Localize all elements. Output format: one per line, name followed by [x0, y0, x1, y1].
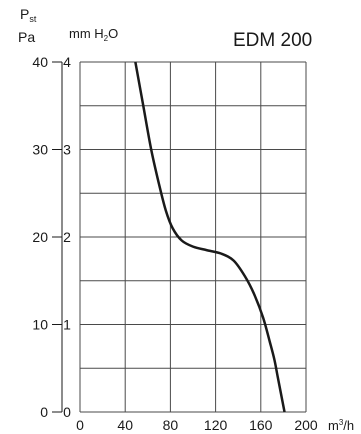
y-mm-tick-label: 3 [63, 142, 71, 158]
x-axis-unit: m3/h [328, 418, 354, 433]
chart-title: EDM 200 [233, 30, 312, 51]
x-tick-label: 160 [249, 417, 273, 433]
y-axis-label-mmh2o: mm H2O [69, 26, 118, 43]
y-pa-tick-label: 0 [40, 404, 48, 420]
x-tick-label: 0 [76, 417, 84, 433]
y-pa-tick-label: 30 [32, 142, 48, 158]
x-tick-label: 80 [163, 417, 179, 433]
y-mm-tick-label: 2 [63, 229, 71, 245]
series [134, 61, 286, 413]
fan-curve-line [134, 61, 286, 413]
y-mm-tick-label: 0 [63, 404, 71, 420]
y-pa-tick-label: 20 [32, 229, 48, 245]
x-tick-label: 40 [117, 417, 133, 433]
x-tick-label: 200 [294, 417, 318, 433]
y-pa-tick-label: 40 [32, 54, 48, 70]
y-axis-unit-pa: Pa [18, 29, 35, 45]
y-axis-label-pst: Pst [20, 6, 37, 24]
x-tick-label: 120 [204, 417, 228, 433]
y-mm-tick-label: 1 [63, 317, 71, 333]
y-pa-tick-label: 10 [32, 317, 48, 333]
grid [79, 61, 307, 413]
y-mm-tick-label: 4 [63, 54, 71, 70]
